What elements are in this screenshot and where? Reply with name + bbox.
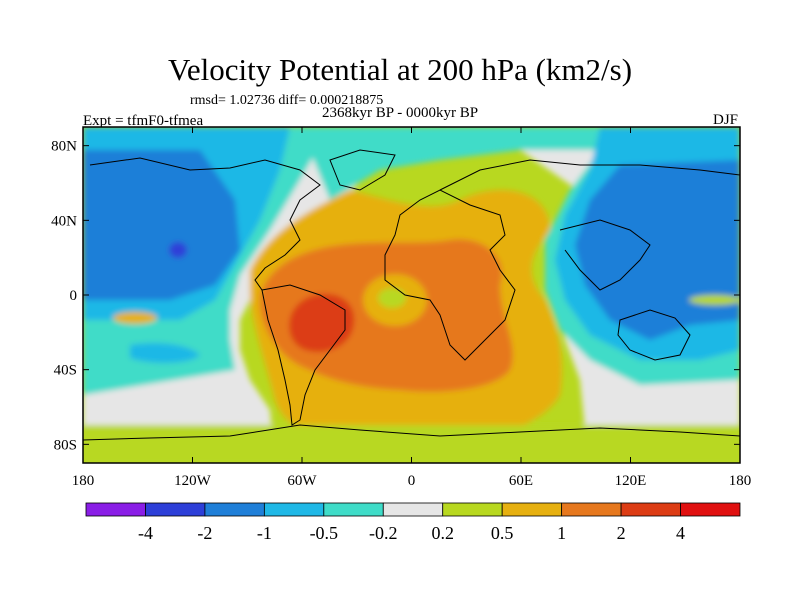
colorbar-label: -0.2 [369,523,398,543]
season-label: DJF [712,112,738,128]
colorbar-swatch [561,502,622,517]
lon-tick-label: 180 [72,473,95,489]
colorbar-label: -2 [197,523,212,543]
lon-tick-label: 120E [615,473,647,489]
coastline-south-america [261,284,346,426]
colorbar-label: 0.2 [431,523,454,543]
colorbar-swatch [442,502,503,517]
colorbar-label: 4 [676,523,685,543]
contour-band-neg-0.5-south-pacific [130,343,200,363]
colorbar-label: 2 [617,523,626,543]
coastline-antarctica [83,424,740,441]
colorbar-label: -1 [257,523,272,543]
experiment-label: Expt = tfmF0-tfmea [83,113,204,129]
map-title: Velocity Potential at 200 hPa (km2/s) [167,52,633,87]
lon-tick-label: 180 [729,473,752,489]
lat-tick-label: 80N [51,139,77,155]
lon-tick-label: 120W [174,473,212,489]
colorbar-swatch [263,502,325,517]
lat-tick-label: 40S [54,363,77,379]
coastline-australia [617,309,691,361]
colorbar-swatch [620,502,681,517]
contour-band-antarctic [83,425,740,463]
colorbar-swatch [382,502,444,517]
colorbar-swatch [85,502,146,517]
coastline-asia [439,159,740,291]
latitude-axis: 80N 40N 0 40S 80S [51,139,740,453]
contour-band-neg-1-west [83,150,240,300]
contour-band-pos-0.2-east-streak [689,295,740,305]
colorbar-swatch [204,502,265,517]
colorbar-swatch [323,502,384,517]
period-label: 2368kyr BP - 0000kyr BP [322,105,479,121]
colorbar-swatch [680,502,741,517]
colorbar-label: -4 [138,523,153,543]
coastline-greenland [329,149,396,191]
lat-tick-label: 40N [51,213,77,229]
contour-fill-field [83,127,740,463]
coastlines [83,149,740,441]
lat-tick-label: 0 [70,288,78,304]
colorbar-label: 0.5 [491,523,514,543]
lat-tick-label: 80S [54,437,77,453]
colorbar-label: 1 [557,523,566,543]
colorbar-label: -0.5 [310,523,339,543]
contour-band-pos-2 [289,293,355,352]
contour-local-min-atlantic-core [378,288,406,308]
coastline-north-america [89,157,321,291]
colorbar-swatch [145,502,206,517]
lon-tick-label: 0 [408,473,416,489]
longitude-axis: 180 120W 60W 0 60E 120E 180 [72,127,752,489]
lon-tick-label: 60E [509,473,533,489]
colorbar: -4 -2 -1 -0.5 -0.2 0.2 0.5 1 2 4 [85,502,741,543]
lon-tick-label: 60W [287,473,317,489]
coastline-africa-europe [384,189,516,361]
contour-band-neg-1-east [575,160,740,340]
contour-band-pos-0.5-pacific-streak [113,312,157,324]
contour-band-neg-2-pacific [169,242,187,258]
colorbar-swatch [501,502,563,517]
rmsd-diff-stats: rmsd= 1.02736 diff= 0.000218875 [190,93,384,108]
